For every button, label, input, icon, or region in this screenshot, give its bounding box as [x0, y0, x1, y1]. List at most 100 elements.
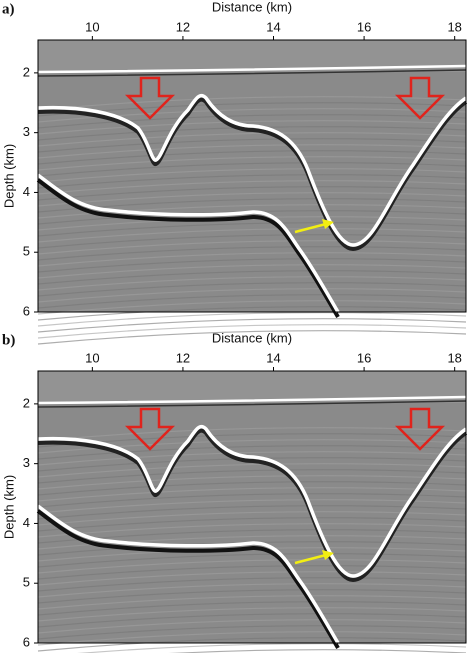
reflector: [37, 162, 467, 177]
y-tick-label: 3: [23, 124, 30, 139]
reflector: [37, 264, 467, 279]
y-tick-label: 6: [23, 303, 30, 318]
reflector: [37, 222, 467, 237]
reflector: [37, 246, 467, 261]
reflector: [37, 451, 467, 466]
reflector: [37, 276, 467, 291]
reflector: [37, 150, 467, 165]
reflector: [37, 445, 467, 460]
red-arrow: [124, 407, 176, 451]
reflector: [77, 643, 467, 653]
reflector: [37, 475, 467, 490]
y-tick-label: 5: [23, 244, 30, 259]
reflector: [37, 144, 467, 159]
yellow-arrow: [294, 553, 327, 565]
image-frame: [37, 370, 467, 644]
panel: a) Distance (km) Depth (km) 10 12 14 16 18 2 3 4 5 6: [1, 0, 468, 345]
reflector-deep-dark: [36, 509, 340, 650]
reflector: [168, 649, 467, 653]
seafloor-dark: [37, 400, 467, 408]
x-tick-label: 12: [176, 19, 190, 34]
panel-label: b): [2, 332, 15, 348]
reflector: [37, 120, 467, 135]
reflector: [37, 469, 467, 484]
y-axis-title: Depth (km): [1, 144, 16, 208]
reflector: [37, 192, 467, 207]
y-tick-label: 4: [23, 515, 30, 530]
reflector: [37, 234, 467, 249]
panel: b) Distance (km) Depth (km) 10 12 14 16 18 2 3 4 5 6: [1, 330, 468, 653]
x-tick-label: 14: [266, 350, 280, 365]
y-tick-label: 5: [23, 575, 30, 590]
reflector-deep: [36, 504, 340, 644]
seafloor: [37, 64, 467, 74]
reflector: [37, 186, 467, 201]
y-axis-title: Depth (km): [1, 475, 16, 539]
reflector: [37, 312, 467, 327]
reflector: [37, 517, 467, 532]
x-tick-label: 16: [357, 19, 371, 34]
reflector: [37, 577, 467, 592]
reflector: [37, 294, 467, 309]
x-tick-label: 18: [447, 350, 461, 365]
reflector: [37, 613, 467, 628]
reflector: [37, 571, 467, 586]
reflector-top: [37, 93, 467, 247]
panel-label: a): [2, 1, 15, 17]
reflector: [37, 607, 467, 622]
reflector: [37, 631, 467, 646]
yellow-arrow: [294, 222, 327, 234]
reflector-deep: [36, 173, 340, 313]
reflector: [37, 619, 467, 634]
reflector: [37, 270, 467, 285]
red-arrow: [124, 76, 176, 120]
y-tick-label: 2: [23, 64, 30, 79]
y-tick-label: 3: [23, 455, 30, 470]
reflector: [37, 228, 467, 243]
reflector: [37, 288, 467, 303]
reflector: [37, 240, 467, 255]
seafloor: [37, 395, 467, 405]
reflector: [37, 601, 467, 616]
seismic-image: [36, 371, 468, 653]
red-arrow: [394, 407, 446, 451]
reflector: [37, 96, 467, 111]
reflector: [37, 300, 467, 315]
seafloor-dark: [37, 69, 467, 77]
reflector: [37, 637, 467, 652]
reflector: [37, 324, 467, 339]
reflector: [37, 481, 467, 496]
seismic-image: [36, 40, 468, 345]
x-tick-label: 18: [447, 19, 461, 34]
reflector: [37, 282, 467, 297]
y-tick-label: 4: [23, 184, 30, 199]
reflector: [37, 559, 467, 574]
reflector: [37, 114, 467, 129]
reflector-top: [37, 424, 467, 578]
x-tick-label: 14: [266, 19, 280, 34]
yellow-arrowhead: [322, 550, 334, 560]
reflector: [37, 258, 467, 273]
reflector: [37, 330, 467, 345]
x-axis-title: Distance (km): [212, 0, 292, 14]
reflector: [37, 463, 467, 478]
reflector: [37, 565, 467, 580]
reflector: [37, 625, 467, 640]
reflector: [37, 427, 467, 442]
reflector: [37, 180, 467, 195]
reflector: [37, 318, 467, 333]
reflector: [37, 595, 467, 610]
yellow-arrowhead: [322, 219, 334, 229]
x-axis-title: Distance (km): [212, 330, 292, 345]
reflector: [37, 511, 467, 526]
reflector-deep-dark: [36, 178, 340, 319]
reflector: [37, 553, 467, 568]
x-tick-label: 12: [176, 350, 190, 365]
reflector: [37, 132, 467, 147]
reflector: [37, 487, 467, 502]
reflector: [37, 589, 467, 604]
reflector: [37, 493, 467, 508]
red-arrow: [394, 76, 446, 120]
y-tick-label: 2: [23, 395, 30, 410]
